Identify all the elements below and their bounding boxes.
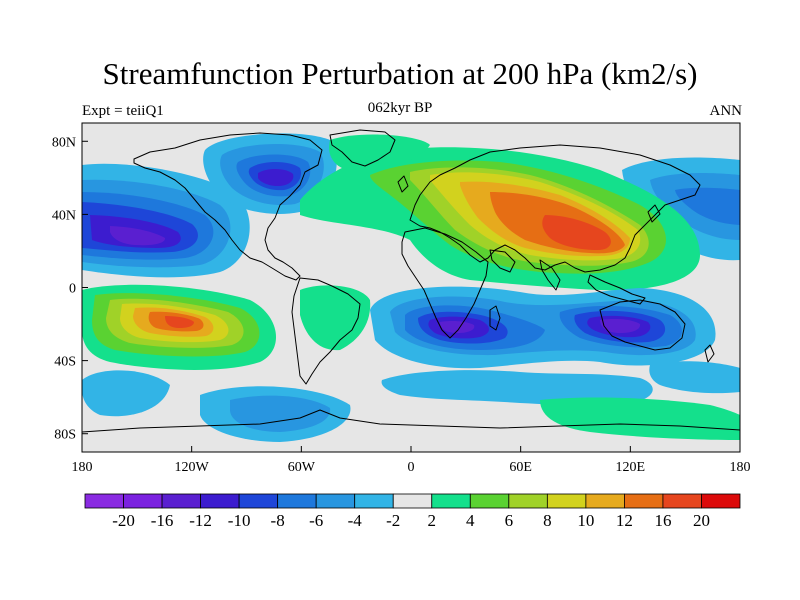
lat-tick-label: 40N	[52, 208, 76, 223]
southern-ocean-low	[82, 361, 740, 442]
lat-tick-label: 40S	[54, 355, 76, 370]
lon-tick-label: 180	[730, 460, 751, 475]
southern-hemisphere-low	[370, 286, 716, 369]
colorbar-swatch	[84, 493, 124, 509]
colorbar-label: -4	[348, 511, 363, 530]
africa-coastline	[401, 227, 489, 339]
colorbar-swatch	[315, 493, 356, 509]
japan-coastline	[647, 204, 661, 223]
colorbar-label: 10	[577, 511, 594, 530]
colorbar-label: 12	[616, 511, 633, 530]
lon-tick-label: 120W	[175, 460, 210, 475]
australia-coastline	[599, 299, 686, 351]
lat-tick-label: 80N	[52, 135, 76, 150]
colorbar-label: 2	[428, 511, 437, 530]
colorbar-label: -2	[386, 511, 400, 530]
north-pacific-low	[82, 163, 250, 278]
uk-coastline	[397, 175, 409, 193]
colorbar-label: -16	[151, 511, 174, 530]
south-pacific-high	[82, 284, 277, 370]
colorbar-label: -20	[112, 511, 135, 530]
colorbar: -20 -16 -12 -10 -8 -6 -4 -2 2 4 6 8 10 12 16 20	[84, 493, 741, 530]
arabia-coastline	[489, 249, 516, 273]
colorbar-label: 8	[543, 511, 552, 530]
colorbar-swatch	[392, 493, 433, 509]
latitude-axis: 80N 40N 0 40S 80S	[52, 135, 88, 443]
longitude-axis: 180 120W 60W 0 60E 120E 180	[72, 446, 751, 475]
antarctica-coastline	[82, 409, 740, 433]
colorbar-swatch	[585, 493, 625, 509]
lon-tick-label: 60E	[509, 460, 532, 475]
colorbar-swatch	[701, 493, 741, 509]
colorbar-label: -6	[309, 511, 323, 530]
colorbar-swatch	[546, 493, 587, 509]
lon-tick-label: 60W	[288, 460, 316, 475]
colorbar-label: -8	[271, 511, 285, 530]
madagascar-coastline	[489, 305, 501, 331]
colorbar-swatch	[662, 493, 702, 509]
colorbar-swatch	[200, 493, 240, 509]
north-atlantic-low	[203, 133, 337, 215]
colorbar-label: 16	[654, 511, 671, 530]
lat-tick-label: 0	[69, 282, 76, 297]
south-america-green-patch	[300, 285, 371, 351]
colorbar-label: 20	[693, 511, 710, 530]
colorbar-swatch	[431, 493, 471, 509]
map-title: Streamfunction Perturbation at 200 hPa (…	[102, 56, 698, 91]
contour-field	[82, 123, 740, 452]
colorbar-swatch	[354, 493, 394, 509]
season-label: ANN	[709, 103, 743, 119]
colorbar-swatch	[161, 493, 201, 509]
eurasian-high	[300, 147, 700, 291]
colorbar-swatch	[123, 493, 163, 509]
south-america-coastline	[291, 277, 361, 385]
north-america-coastline	[133, 132, 323, 281]
colorbar-swatch	[277, 493, 317, 509]
lon-tick-label: 180	[72, 460, 93, 475]
eurasia-coastline	[409, 144, 701, 273]
indonesia-coastline	[587, 274, 646, 305]
lat-tick-label: 80S	[54, 428, 76, 443]
lon-tick-label: 0	[408, 460, 415, 475]
india-coastline	[539, 259, 561, 291]
colorbar-swatch	[624, 493, 664, 509]
coastlines	[82, 129, 740, 433]
colorbar-swatch	[238, 493, 279, 509]
greenland-coastline	[329, 129, 396, 167]
colorbar-label: -12	[189, 511, 212, 530]
lon-tick-label: 120E	[616, 460, 646, 475]
colorbar-label: -10	[228, 511, 251, 530]
colorbar-swatch	[508, 493, 548, 509]
colorbar-label: 6	[505, 511, 514, 530]
colorbar-label: 4	[466, 511, 475, 530]
new-zealand-coastline	[704, 344, 715, 363]
period-label: 062kyr BP	[367, 100, 433, 116]
colorbar-swatch	[469, 493, 510, 509]
north-east-pacific-low	[622, 157, 740, 261]
experiment-label: Expt = teiiQ1	[82, 103, 164, 119]
